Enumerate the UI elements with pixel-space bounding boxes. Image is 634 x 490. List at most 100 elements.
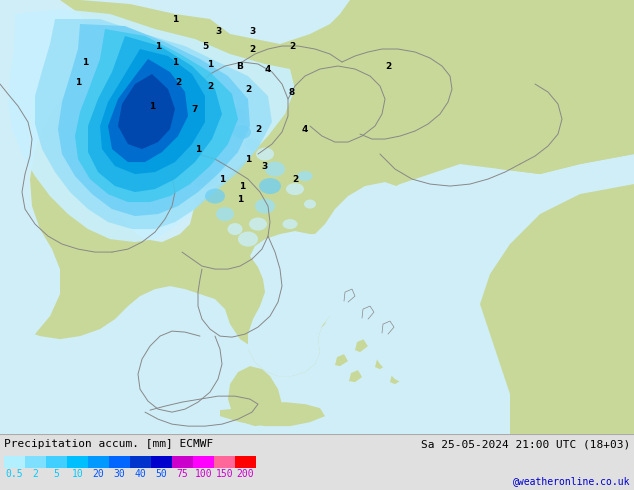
Polygon shape — [186, 204, 202, 229]
Text: 3: 3 — [249, 26, 255, 35]
Text: 100: 100 — [195, 468, 212, 479]
Ellipse shape — [297, 171, 313, 181]
Text: 1: 1 — [82, 57, 88, 67]
Polygon shape — [445, 382, 458, 394]
Polygon shape — [365, 312, 378, 326]
Ellipse shape — [205, 189, 225, 203]
Text: 1: 1 — [219, 174, 225, 184]
Text: 2: 2 — [245, 85, 251, 94]
Polygon shape — [0, 0, 634, 434]
Polygon shape — [118, 74, 175, 149]
Ellipse shape — [255, 198, 275, 214]
Ellipse shape — [228, 109, 248, 123]
Ellipse shape — [193, 170, 217, 188]
Polygon shape — [100, 49, 205, 174]
Text: 5: 5 — [202, 42, 208, 50]
Text: 1: 1 — [237, 195, 243, 203]
Text: 1: 1 — [155, 42, 161, 50]
Polygon shape — [0, 0, 90, 434]
Ellipse shape — [216, 207, 234, 221]
Text: 2: 2 — [175, 77, 181, 87]
Text: 2: 2 — [255, 124, 261, 134]
Ellipse shape — [256, 147, 274, 161]
Bar — [88, 457, 109, 467]
Text: 50: 50 — [155, 468, 167, 479]
Bar — [67, 457, 88, 467]
Polygon shape — [88, 36, 222, 192]
Polygon shape — [58, 24, 250, 216]
Text: 1: 1 — [172, 57, 178, 67]
Polygon shape — [355, 339, 368, 352]
Bar — [46, 457, 67, 467]
Text: 2: 2 — [32, 468, 39, 479]
Polygon shape — [390, 371, 403, 384]
Text: 3: 3 — [215, 26, 221, 35]
Ellipse shape — [228, 223, 242, 235]
Polygon shape — [348, 294, 362, 309]
Text: Sa 25-05-2024 21:00 UTC (18+03): Sa 25-05-2024 21:00 UTC (18+03) — [421, 439, 630, 449]
Polygon shape — [364, 266, 377, 279]
Text: 2: 2 — [249, 45, 255, 53]
Ellipse shape — [249, 218, 267, 231]
Ellipse shape — [245, 138, 259, 150]
Polygon shape — [394, 267, 408, 279]
Text: 7: 7 — [192, 104, 198, 114]
Polygon shape — [429, 362, 442, 374]
Text: 2: 2 — [207, 81, 213, 91]
Ellipse shape — [219, 97, 237, 111]
Text: 2: 2 — [385, 62, 391, 71]
Polygon shape — [0, 9, 15, 34]
Polygon shape — [228, 366, 282, 426]
Bar — [172, 457, 193, 467]
Text: 1: 1 — [195, 145, 201, 153]
Bar — [25, 457, 46, 467]
Ellipse shape — [259, 178, 281, 194]
Text: 0.5: 0.5 — [6, 468, 23, 479]
Text: @weatheronline.co.uk: @weatheronline.co.uk — [512, 476, 630, 486]
Polygon shape — [405, 314, 418, 326]
Ellipse shape — [286, 183, 304, 195]
Polygon shape — [196, 234, 208, 249]
Text: 1: 1 — [172, 15, 178, 24]
Polygon shape — [118, 162, 195, 242]
Polygon shape — [35, 19, 272, 229]
Polygon shape — [0, 19, 40, 54]
Polygon shape — [0, 0, 30, 434]
Text: B: B — [236, 62, 243, 71]
Polygon shape — [385, 326, 398, 339]
Ellipse shape — [283, 219, 297, 229]
Text: 40: 40 — [134, 468, 146, 479]
Text: 75: 75 — [177, 468, 188, 479]
Bar — [214, 457, 235, 467]
Text: 150: 150 — [216, 468, 233, 479]
Polygon shape — [480, 184, 634, 434]
Text: 4: 4 — [265, 65, 271, 74]
Ellipse shape — [265, 162, 285, 176]
Text: 8: 8 — [289, 88, 295, 97]
Polygon shape — [0, 0, 634, 434]
Text: 20: 20 — [93, 468, 105, 479]
Text: 1: 1 — [75, 77, 81, 87]
Polygon shape — [335, 354, 348, 366]
Polygon shape — [370, 0, 634, 434]
Text: 2: 2 — [292, 174, 298, 184]
Ellipse shape — [304, 199, 316, 209]
Text: 1: 1 — [149, 101, 155, 111]
Text: 2: 2 — [289, 42, 295, 50]
Ellipse shape — [233, 125, 251, 139]
Bar — [193, 457, 214, 467]
Text: 1: 1 — [207, 59, 213, 69]
Bar — [4, 457, 25, 467]
Text: 1: 1 — [239, 182, 245, 191]
Polygon shape — [8, 9, 295, 242]
Polygon shape — [374, 281, 388, 294]
Text: 4: 4 — [302, 124, 308, 134]
Polygon shape — [220, 402, 325, 426]
Polygon shape — [558, 366, 590, 389]
Polygon shape — [0, 0, 634, 354]
Bar — [109, 457, 130, 467]
Polygon shape — [248, 231, 355, 376]
Text: 3: 3 — [262, 162, 268, 171]
Text: 5: 5 — [53, 468, 60, 479]
Text: 10: 10 — [72, 468, 84, 479]
